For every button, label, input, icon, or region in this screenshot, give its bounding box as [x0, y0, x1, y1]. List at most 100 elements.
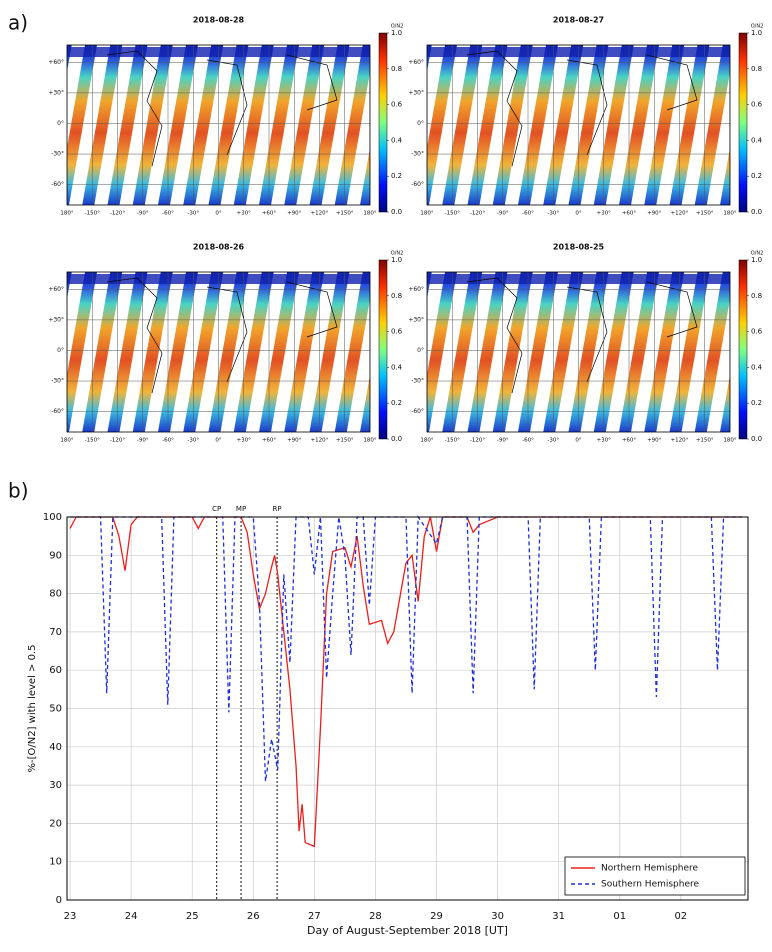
x-tick-label: 23 [64, 911, 77, 922]
orbit-swath [67, 45, 97, 205]
colorbar [738, 259, 748, 440]
colorbar [378, 259, 388, 440]
lon-tick-label: -120° [470, 211, 485, 217]
lon-tick-label: -30° [547, 211, 559, 217]
y-tick-label: 40 [49, 742, 62, 753]
lon-tick-label: -120° [110, 438, 125, 444]
map-title: 2018-08-26 [193, 243, 245, 252]
lat-tick-label: +60° [408, 286, 424, 293]
lon-tick-label: -60° [522, 211, 534, 217]
lat-tick-label: +60° [408, 59, 424, 66]
colorbar-tick-label: 0.2 [391, 399, 402, 407]
colorbar-tick-label: 1.0 [751, 29, 762, 37]
colorbar-tick-label: 0.8 [391, 292, 402, 300]
map-title: 2018-08-28 [193, 16, 245, 25]
x-tick-label: 26 [247, 911, 260, 922]
lat-tick-label: -60° [411, 408, 424, 415]
map-frame [66, 271, 371, 433]
lat-tick-label: -60° [51, 181, 64, 188]
lon-tick-label: -90° [497, 211, 509, 217]
event-label: CP [212, 505, 221, 513]
lon-tick-label: 0° [215, 211, 221, 217]
lon-tick-label: +90° [647, 438, 662, 444]
lon-tick-label: +60° [262, 438, 277, 444]
y-tick-label: 10 [49, 857, 62, 868]
orbit-swath [694, 45, 730, 205]
orbit-swath [334, 45, 370, 205]
lon-tick-label: 0° [575, 438, 581, 444]
lon-tick-label: 0° [215, 438, 221, 444]
x-tick-label: 25 [186, 911, 199, 922]
colorbar-tick-label: 0.6 [751, 101, 763, 109]
map-frame [426, 271, 731, 433]
orbit-swath [720, 147, 730, 205]
y-tick-label: 20 [49, 818, 62, 829]
series-line [70, 514, 742, 782]
lon-tick-label: -150° [85, 211, 100, 217]
lat-tick-label: -30° [51, 378, 64, 385]
colorbar-tick-label: 0.4 [751, 136, 763, 144]
lat-tick-label: 0° [417, 347, 424, 354]
lat-tick-label: +60° [48, 286, 64, 293]
panel-label: b) [8, 479, 29, 503]
map-area [67, 272, 370, 432]
colorbar-tick-label: 1.0 [751, 256, 762, 264]
map-title: 2018-08-25 [553, 243, 605, 252]
lon-tick-label: -60° [162, 438, 174, 444]
lon-tick-label: +150° [696, 438, 714, 444]
map-frame [66, 44, 371, 206]
orbit-swath [67, 272, 97, 432]
lon-tick-label: +30° [597, 438, 612, 444]
lon-tick-label: +120° [311, 438, 329, 444]
y-tick-label: 60 [49, 665, 62, 676]
colorbar-tick-label: 0.4 [391, 136, 403, 144]
lon-tick-label: 180° [60, 438, 73, 444]
colorbar-tick-label: 0.2 [751, 172, 762, 180]
y-tick-label: 70 [49, 627, 62, 638]
x-tick-label: 24 [125, 911, 138, 922]
colorbar [378, 32, 388, 213]
lon-tick-label: +150° [696, 211, 714, 217]
lon-tick-label: +90° [287, 211, 302, 217]
lat-tick-label: +30° [408, 89, 424, 96]
lat-tick-label: -30° [51, 151, 64, 158]
lat-tick-label: -30° [411, 151, 424, 158]
x-tick-label: 28 [369, 911, 382, 922]
y-tick-label: 0 [56, 895, 62, 906]
colorbar-tick-label: 0.0 [751, 435, 762, 443]
orbit-swath [334, 272, 370, 432]
lon-tick-label: -90° [137, 438, 149, 444]
lon-tick-label: 180° [420, 211, 433, 217]
colorbar-tick-label: 1.0 [391, 29, 402, 37]
y-tick-label: 80 [49, 589, 62, 600]
lat-tick-label: -60° [411, 181, 424, 188]
lon-tick-label: -90° [137, 211, 149, 217]
lon-tick-label: +120° [311, 211, 329, 217]
lon-tick-label: +60° [262, 211, 277, 217]
lon-tick-label: +60° [622, 211, 637, 217]
y-tick-label: 30 [49, 780, 62, 791]
lat-tick-label: 0° [417, 120, 424, 127]
colorbar-tick-label: 0.0 [391, 208, 402, 216]
x-tick-label: 30 [491, 911, 504, 922]
lon-tick-label: -150° [85, 438, 100, 444]
event-label: RP [273, 505, 282, 513]
lon-tick-label: +90° [647, 211, 662, 217]
orbit-swath [427, 45, 457, 205]
y-axis-label: %-[O/N2] with level > 0.5 [27, 645, 38, 773]
lon-tick-label: -60° [522, 438, 534, 444]
lon-tick-label: +30° [237, 438, 252, 444]
lon-tick-label: -30° [187, 211, 199, 217]
lon-tick-label: -60° [162, 211, 174, 217]
lon-tick-label: +120° [671, 438, 689, 444]
lon-tick-label: 180° [363, 438, 376, 444]
panel-label: a) [8, 11, 28, 35]
colorbar-tick-label: 0.8 [751, 65, 762, 73]
x-tick-label: 27 [308, 911, 321, 922]
colorbar-tick-label: 0.8 [751, 292, 762, 300]
lon-tick-label: +60° [622, 438, 637, 444]
map-area [427, 272, 730, 432]
lon-tick-label: -90° [497, 438, 509, 444]
colorbar-label: O/N2 [751, 251, 764, 257]
